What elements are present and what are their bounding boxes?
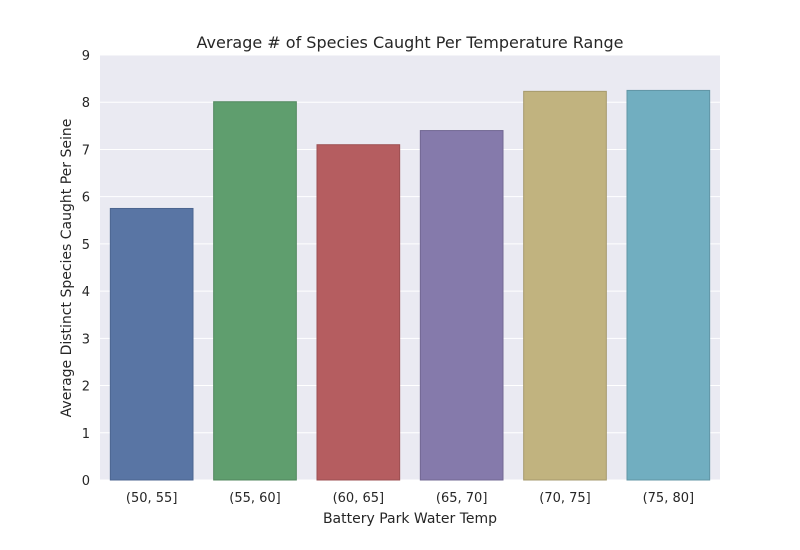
y-tick-label: 2 [82,380,90,395]
x-tick-label: (60, 65] [333,491,385,506]
bar-5 [523,90,607,481]
bars [109,89,711,481]
x-tick-labels: (50, 55] (55, 60] (60, 65] (65, 70] (70, 75]… [126,491,694,506]
y-tick-labels: 0 1 2 3 4 5 6 7 8 9 [82,49,90,489]
y-tick-label: 1 [82,427,90,442]
bar-3 [316,144,401,481]
plot-area [100,55,720,480]
y-tick-label: 8 [82,96,90,111]
bar-2 [213,101,297,481]
x-axis-label: Battery Park Water Temp [323,511,497,527]
bar-1 [109,207,194,481]
y-tick-label: 5 [82,238,90,253]
y-axis-label: Average Distinct Species Caught Per Sein… [59,119,75,418]
x-tick-label: (75, 80] [643,491,695,506]
x-tick-label: (50, 55] [126,491,178,506]
bar-6 [626,89,711,481]
y-tick-label: 4 [82,285,90,300]
y-tick-label: 6 [82,191,90,206]
y-tick-label: 3 [82,332,90,347]
y-tick-label: 0 [82,474,90,489]
y-tick-label: 9 [82,49,90,64]
bar-4 [419,130,504,481]
y-tick-label: 7 [82,143,90,158]
gridlines [100,54,720,481]
chart-title: Average # of Species Caught Per Temperat… [197,33,624,52]
x-tick-label: (55, 60] [229,491,281,506]
x-tick-label: (65, 70] [436,491,488,506]
x-tick-label: (70, 75] [539,491,591,506]
